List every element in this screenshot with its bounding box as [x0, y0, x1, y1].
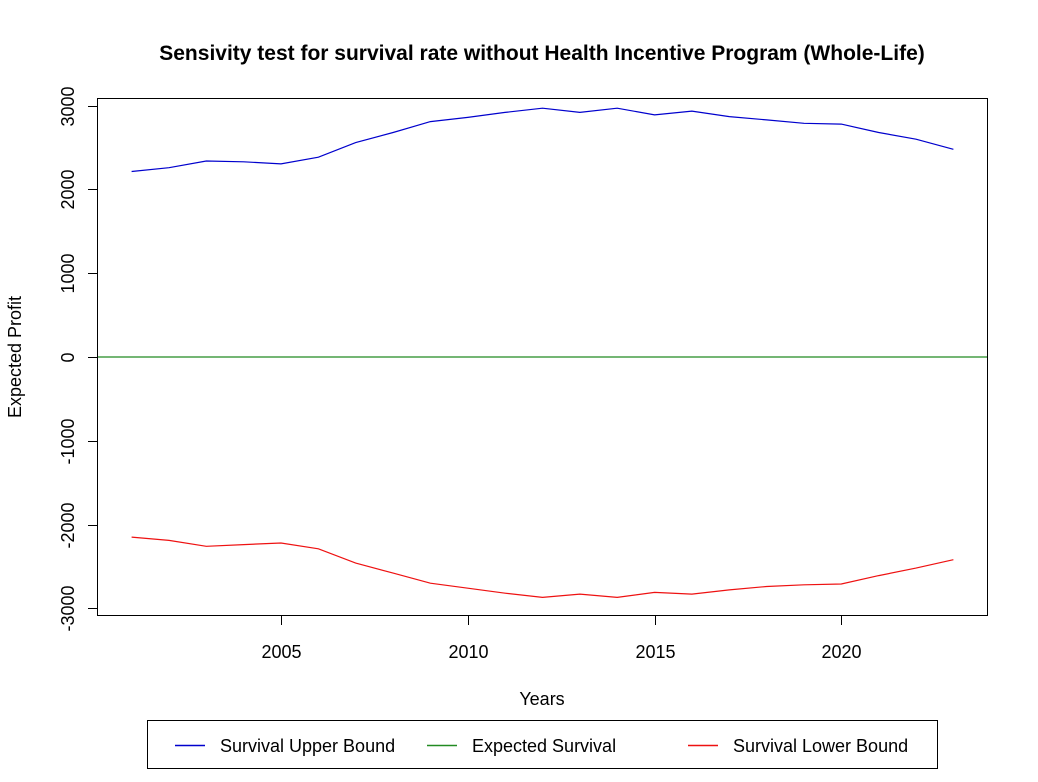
- y-tick-label: 2000: [58, 169, 78, 209]
- legend-label: Survival Lower Bound: [733, 736, 908, 756]
- y-tick-label: -2000: [58, 502, 78, 548]
- y-tick-label: -3000: [58, 585, 78, 631]
- legend: Survival Upper Bound Expected Survival Sur…: [147, 720, 938, 769]
- series-lines: [98, 107, 987, 599]
- y-tick-label: 0: [58, 352, 78, 362]
- series-line-0: [131, 107, 954, 173]
- y-tick-label: -1000: [58, 418, 78, 464]
- x-tick-label: 2020: [821, 642, 861, 662]
- legend-label: Expected Survival: [472, 736, 616, 756]
- legend-label: Survival Upper Bound: [220, 736, 395, 756]
- x-tick-label: 2010: [448, 642, 488, 662]
- y-tick-label: 3000: [58, 86, 78, 126]
- y-tick-label: 1000: [58, 253, 78, 293]
- y-axis: -3000 -2000 -1000 0 1000 2000 3000: [58, 86, 98, 632]
- x-axis: 2005 2010 2015 2020: [261, 615, 862, 662]
- legend-box: [147, 720, 938, 769]
- chart-title: Sensivity test for survival rate without…: [159, 42, 925, 65]
- y-axis-label: Expected Profit: [5, 296, 25, 418]
- x-tick-label: 2005: [261, 642, 301, 662]
- x-tick-label: 2015: [635, 642, 675, 662]
- series-line-2: [131, 536, 954, 599]
- x-axis-label: Years: [519, 689, 564, 709]
